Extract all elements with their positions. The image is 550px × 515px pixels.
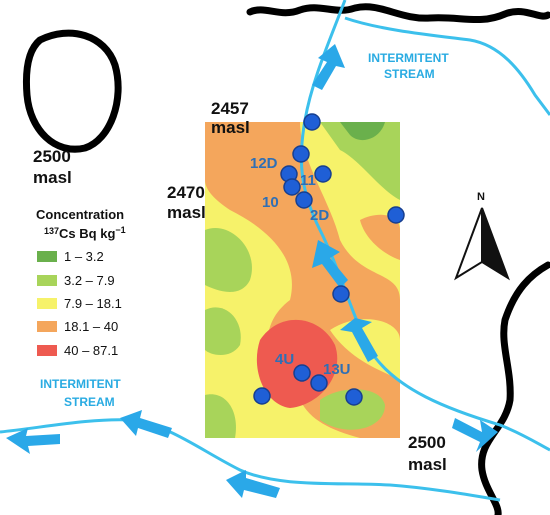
- stream-label: INTERMITENT: [40, 377, 121, 391]
- legend-swatch: [37, 275, 57, 286]
- legend-swatch: [37, 251, 57, 262]
- elevation-unit: masl: [211, 118, 250, 137]
- stream: [0, 418, 501, 502]
- legend-item: 40 – 87.1: [64, 343, 118, 358]
- legend-swatch: [37, 298, 57, 309]
- stream: [344, 16, 550, 116]
- elevation-value: 2500: [408, 433, 446, 452]
- sample-points: [253, 113, 405, 406]
- stream-label: INTERMITENT: [368, 51, 449, 65]
- sample-label: 10: [262, 194, 279, 211]
- contour-line: [22, 29, 122, 153]
- legend-item: 18.1 – 40: [64, 319, 118, 334]
- north-label: N: [477, 191, 485, 203]
- legend-swatch: [37, 321, 57, 332]
- contour-line: [478, 261, 550, 515]
- legend-item: 7.9 – 18.1: [64, 296, 122, 311]
- sample-label: 12D: [250, 155, 278, 172]
- sample-label: 4U: [275, 351, 294, 368]
- legend-item: 3.2 – 7.9: [64, 273, 115, 288]
- legend-unit: 137Cs Bq kg−1: [44, 225, 126, 241]
- stream-label: STREAM: [384, 67, 435, 81]
- unit: Bq kg: [79, 226, 115, 241]
- elevation-unit: masl: [408, 455, 447, 474]
- flow-arrows: [6, 44, 498, 498]
- elevation-value: 2470: [167, 183, 205, 202]
- contour-line: [246, 3, 550, 24]
- legend: Concentration 137Cs Bq kg−1 1 – 3.2 3.2 …: [36, 207, 126, 358]
- legend-swatch: [37, 345, 57, 356]
- isotope-mass: 137: [44, 226, 59, 236]
- exponent: −1: [115, 225, 125, 235]
- sample-label: 11: [300, 172, 316, 189]
- legend-title: Concentration: [36, 207, 124, 222]
- elevation-value: 2457: [211, 99, 249, 118]
- element: Cs: [59, 226, 76, 241]
- north-arrow: N: [454, 191, 510, 281]
- sample-label: 13U: [323, 361, 351, 378]
- elevation-unit: masl: [167, 203, 206, 222]
- legend-item: 1 – 3.2: [64, 249, 104, 264]
- elevation-unit: masl: [33, 168, 72, 187]
- sample-label: 2D: [310, 207, 329, 224]
- stream-label: STREAM: [64, 395, 115, 409]
- elevation-value: 2500: [33, 147, 71, 166]
